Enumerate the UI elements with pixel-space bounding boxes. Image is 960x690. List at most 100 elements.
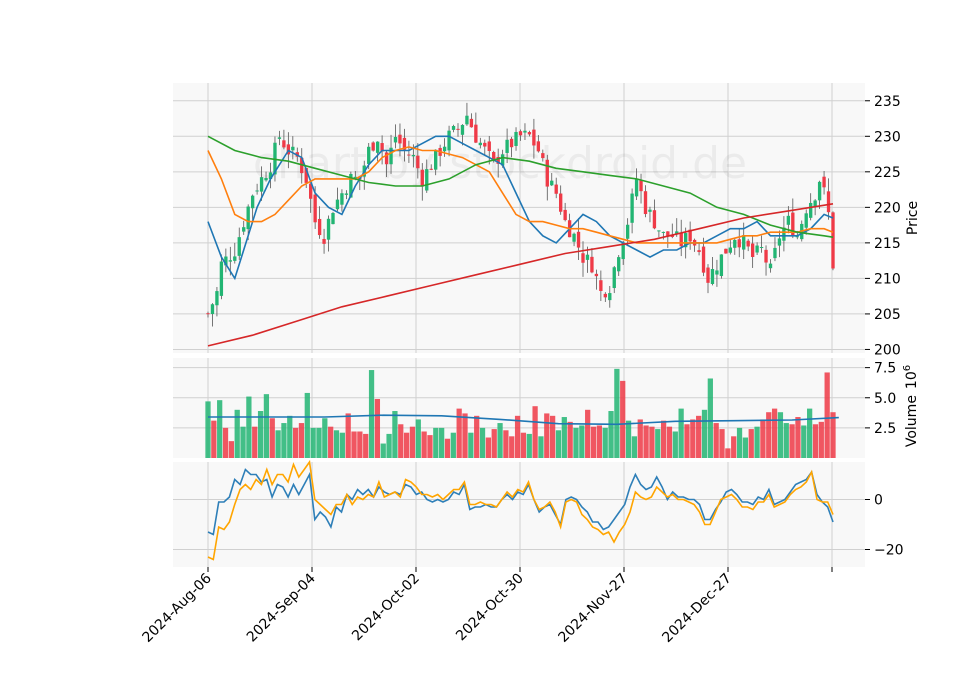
candle-body [313, 194, 317, 223]
candle-body [768, 263, 773, 269]
volume-bar [351, 431, 357, 458]
candle-body [657, 230, 661, 232]
volume-bar [322, 418, 328, 458]
volume-bar [649, 426, 655, 458]
candle-body [532, 129, 536, 146]
candle-body [304, 167, 308, 183]
volume-bar [538, 436, 544, 458]
candle-body [746, 240, 750, 247]
candle-body [724, 248, 728, 254]
volume-bar [287, 415, 293, 458]
volume-bar [415, 419, 421, 458]
price-tick-label: 205 [874, 307, 901, 323]
candle-body [509, 138, 514, 148]
volume-bar [217, 400, 223, 458]
candle-body [603, 293, 607, 298]
oscillator-tick-label: 0 [874, 493, 883, 509]
volume-bar [690, 419, 696, 458]
candle-body [643, 191, 648, 215]
volume-bar [439, 427, 445, 458]
volume-bar [748, 429, 754, 458]
candle-body [264, 178, 268, 181]
volume-bar [719, 429, 725, 458]
volume-bar [655, 429, 661, 458]
candle-body [402, 137, 407, 150]
volume-bar [205, 401, 211, 458]
candle-body [585, 254, 590, 260]
volume-bar [777, 412, 784, 458]
volume-bar [742, 437, 749, 458]
volume-bar [211, 420, 217, 458]
candle-body [242, 227, 246, 232]
candle-body [375, 141, 380, 153]
candle-body [500, 154, 505, 166]
candle-body [822, 176, 826, 188]
candle-body [420, 169, 424, 187]
oscillator-tick-label: −20 [874, 543, 904, 559]
volume-bar [807, 408, 813, 458]
volume-bar [760, 419, 766, 458]
candle-body [505, 139, 509, 153]
candle-body [826, 191, 831, 213]
price-tick-label: 235 [874, 94, 901, 110]
volume-bars [205, 368, 839, 458]
candle-body [688, 229, 692, 242]
volume-bar [421, 431, 427, 458]
price-tick-label: 225 [874, 165, 901, 181]
candle-body [246, 206, 250, 230]
candle-body [206, 313, 210, 315]
volume-bar [228, 441, 234, 458]
volume-bar [567, 421, 573, 458]
volume-bar [368, 370, 375, 458]
candle-body [545, 159, 549, 187]
candle-body [237, 237, 241, 256]
volume-bar [766, 412, 772, 458]
candle-body [675, 231, 679, 234]
volume-bar [374, 398, 381, 458]
candle-body [831, 212, 835, 269]
volume-bar [222, 427, 229, 458]
volume-bar [304, 392, 310, 458]
volume-bar [275, 430, 281, 458]
candle-body [393, 136, 398, 143]
volume-bar [596, 425, 602, 458]
volume-bar [252, 426, 258, 458]
candle-body [809, 202, 813, 218]
volume-bar [585, 409, 591, 458]
candle-body [621, 242, 625, 260]
volume-bar [614, 368, 620, 458]
volume-bar [620, 380, 626, 458]
candle-body [563, 209, 567, 221]
candle-body [728, 247, 732, 253]
volume-bar [339, 432, 345, 458]
volume-bar [479, 427, 486, 458]
volume-bar [269, 418, 275, 458]
volume-bar [631, 436, 638, 458]
candle-body [434, 149, 438, 170]
candle-body [469, 118, 474, 128]
volume-bar [433, 427, 439, 458]
candle-body [411, 155, 416, 157]
candle-body [625, 224, 630, 239]
volume-bar [403, 432, 410, 458]
candle-body [219, 261, 224, 296]
candle-body [719, 254, 724, 277]
volume-bar [573, 427, 579, 458]
candle-body [380, 143, 384, 152]
candle-body [777, 238, 782, 246]
candle-body [817, 181, 822, 201]
volume-bar [707, 378, 713, 458]
candle-body [478, 142, 482, 146]
volume-bar [240, 426, 246, 458]
candle-body [273, 142, 277, 175]
candle-body [782, 227, 786, 241]
volume-bar [292, 427, 299, 458]
ma-line [207, 203, 834, 347]
volume-bar [456, 408, 462, 458]
ma-line [207, 146, 834, 244]
volume-bar [427, 435, 433, 458]
volume-average-line [208, 414, 839, 426]
candle-body [492, 152, 496, 160]
candle-body [259, 177, 264, 192]
